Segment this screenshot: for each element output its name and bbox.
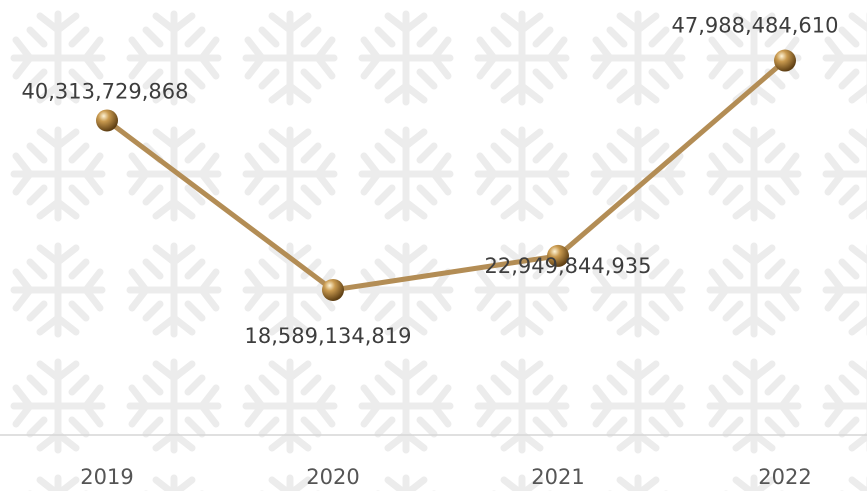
data-point: [322, 278, 344, 301]
x-tick-label: 2022: [758, 465, 811, 489]
data-label: 47,988,484,610: [672, 14, 839, 38]
data-label: 40,313,729,868: [22, 79, 189, 103]
x-tick-label: 2021: [531, 465, 584, 489]
data-label: 18,589,134,819: [245, 324, 412, 348]
data-point: [547, 244, 569, 267]
data-point: [774, 49, 796, 72]
data-label: 22,949,844,935: [485, 254, 652, 278]
x-tick-label: 2020: [306, 465, 359, 489]
x-tick-label: 2019: [80, 465, 133, 489]
data-point: [96, 109, 118, 132]
data-line: [105, 58, 787, 293]
